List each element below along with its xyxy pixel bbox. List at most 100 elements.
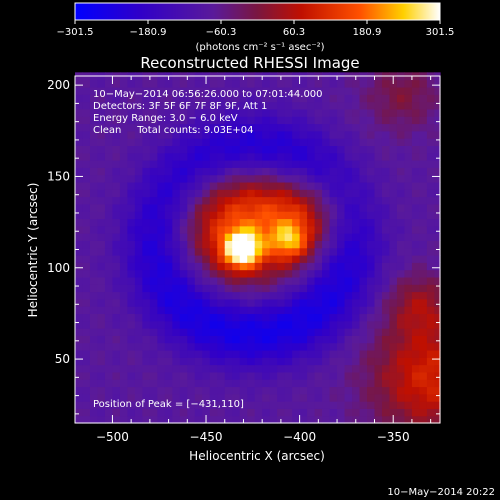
heatmap-cell [314,211,323,220]
heatmap-cell [277,262,286,271]
heatmap-cell [322,203,331,212]
heatmap-cell [329,160,338,168]
heatmap-cell [97,152,106,161]
heatmap-cell [277,371,286,380]
heatmap-cell [134,167,143,176]
heatmap-cell [307,408,316,417]
heatmap-cell [187,94,196,103]
heatmap-cell [157,284,166,293]
heatmap-cell [202,306,211,315]
heatmap-cell [337,349,346,358]
heatmap-cell [202,181,211,190]
heatmap-cell [314,116,323,125]
heatmap-cell [277,393,286,402]
heatmap-cell [396,357,406,366]
heatmap-cell [202,167,211,176]
heatmap-cell [157,160,166,168]
heatmap-cell [254,393,263,402]
heatmap-cell [352,211,361,220]
heatmap-cell [381,152,391,161]
chart-title: Reconstructed RHESSI Image [140,54,359,72]
heatmap-cell [134,254,143,263]
heatmap-cell [112,138,121,146]
heatmap-cell [202,101,211,110]
heatmap-cell [247,225,256,234]
heatmap-cell [209,196,218,205]
heatmap-cell [82,284,91,293]
heatmap-cell [307,116,316,125]
heatmap-cell [419,108,428,117]
heatmap-cell [254,254,263,263]
heatmap-cell [187,328,196,336]
heatmap-cell [157,357,166,366]
heatmap-cell [224,225,233,234]
heatmap-cell [434,167,441,176]
heatmap-cell [172,254,181,263]
heatmap-cell [194,203,203,212]
heatmap-cell [254,240,263,249]
heatmap-cell [82,152,91,161]
heatmap-cell [202,298,211,307]
heatmap-cell [194,313,203,322]
heatmap-cell [277,225,286,234]
heatmap-cell [89,123,99,132]
heatmap-cell [75,262,84,271]
heatmap-cell [411,328,421,336]
heatmap-cell [157,254,166,263]
heatmap-cell [82,94,91,103]
heatmap-cell [232,379,241,388]
heatmap-cell [75,401,84,409]
heatmap-cell [426,174,435,183]
heatmap-cell [396,386,406,395]
heatmap-cell [314,145,323,154]
heatmap-cell [89,211,99,220]
heatmap-cell [112,269,121,278]
heatmap-cell [299,174,308,183]
heatmap-cell [322,276,331,285]
heatmap-cell [209,79,218,88]
heatmap-cell [224,218,233,227]
heatmap-cell [142,269,151,278]
heatmap-cell [187,291,196,300]
heatmap-cell [254,335,263,344]
heatmap-cell [329,357,338,366]
heatmap-cell [411,116,421,125]
heatmap-cell [104,386,114,395]
heatmap-cell [149,211,158,220]
heatmap-cell [374,401,383,409]
heatmap-cell [217,349,226,358]
heatmap-cell [119,335,129,344]
heatmap-cell [224,401,233,409]
heatmap-cell [254,313,263,322]
heatmap-cell [344,174,353,183]
heatmap-cell [404,328,413,336]
heatmap-cell [344,86,353,95]
heatmap-cell [419,371,428,380]
heatmap-cell [434,101,441,110]
heatmap-cell [179,196,188,205]
heatmap-cell [239,181,248,190]
heatmap-cell [119,262,129,271]
heatmap-cell [127,116,136,125]
heatmap-cell [419,211,428,220]
heatmap-cell [75,101,84,110]
heatmap-cell [322,401,331,409]
heatmap-cell [277,233,286,241]
heatmap-cell [284,276,293,285]
heatmap-cell [82,357,91,366]
heatmap-cell [389,320,398,329]
heatmap-cell [344,116,353,125]
heatmap-cell [187,138,196,146]
heatmap-cell [202,152,211,161]
heatmap-cell [411,284,421,293]
heatmap-cell [187,203,196,212]
heatmap-cell [426,167,435,176]
heatmap-cell [419,130,428,139]
heatmap-cell [142,189,151,198]
heatmap-cell [172,225,181,234]
heatmap-cell [112,218,121,227]
heatmap-cell [344,145,353,154]
heatmap-cell [381,240,391,249]
heatmap-cell [104,233,114,241]
heatmap-cell [247,130,256,139]
